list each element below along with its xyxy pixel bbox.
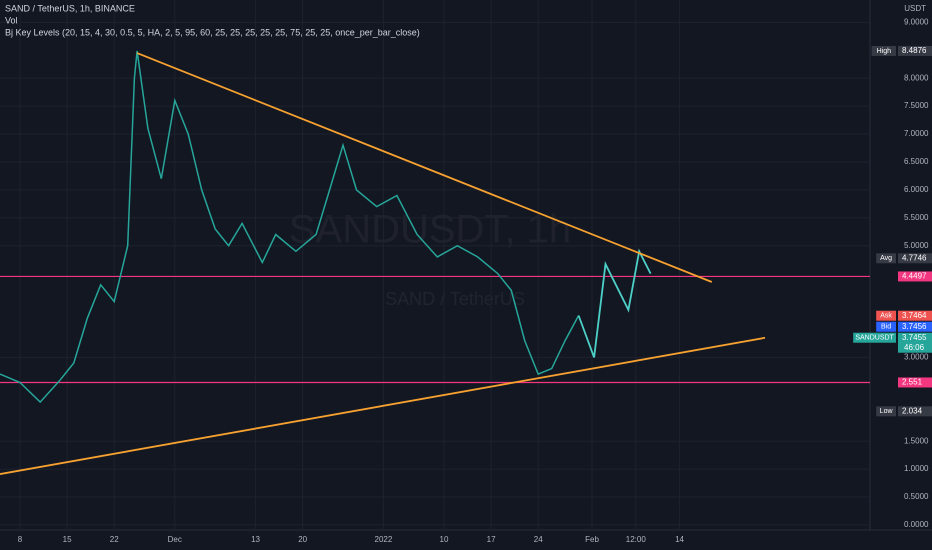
badge-name-bg (871, 45, 896, 56)
badge-value: 3.7455 (902, 333, 927, 342)
x-tick-label: Dec (168, 535, 182, 544)
badge-name: Ask (880, 313, 892, 320)
price-badge (898, 332, 932, 353)
y-tick-label: 1.5000 (904, 436, 929, 445)
x-tick-label: 20 (298, 535, 307, 544)
x-tick-label: 8 (18, 535, 23, 544)
y-tick-label: 1.0000 (904, 464, 929, 473)
badge-countdown: 46:06 (904, 343, 925, 352)
y-tick-label: 3.0000 (904, 353, 929, 362)
y-tick-label: 0.0000 (904, 520, 929, 529)
badge-value: 2.551 (902, 378, 923, 387)
projection (577, 248, 652, 358)
y-tick-label: 8.0000 (904, 73, 929, 82)
badge-name: Low (880, 408, 894, 415)
badge-value: 4.4497 (902, 272, 927, 281)
badge-value: 4.7746 (902, 253, 927, 262)
badge-name-bg (876, 310, 896, 321)
y-tick-label: 6.0000 (904, 185, 929, 194)
symbol-title: SAND / TetherUS, 1h, BINANCE (5, 3, 135, 13)
price-badge (898, 406, 932, 417)
plot (0, 0, 870, 530)
badge-value: 3.7464 (902, 311, 927, 320)
indicator-label: Bj Key Levels (20, 15, 4, 30, 0.5, 5, HA… (5, 27, 420, 37)
y-tick-label: 7.0000 (904, 129, 929, 138)
y-tick-label: 5.5000 (904, 213, 929, 222)
badge-name-bg (876, 406, 896, 417)
y-tick-label: 9.0000 (904, 17, 929, 26)
badge-name-bg (876, 321, 896, 332)
trendline (0, 336, 766, 475)
badge-name: Bid (881, 324, 891, 331)
badge-name: High (877, 48, 892, 55)
badge-name: SANDUSDT (855, 335, 894, 342)
y-tick-label: 5.0000 (904, 241, 929, 250)
trendline (136, 52, 713, 283)
x-tick-label: 13 (251, 535, 260, 544)
x-tick-label: 2022 (375, 535, 393, 544)
x-tick-label: 22 (110, 535, 119, 544)
x-tick-label: 12:00 (626, 535, 647, 544)
price-badge (898, 45, 932, 56)
currency: USDT (904, 4, 926, 13)
volume-label: Vol (5, 15, 18, 25)
x-tick-label: Feb (585, 535, 599, 544)
badge-value: 2.034 (902, 406, 923, 415)
price-line (0, 50, 580, 404)
badge-name-bg (876, 253, 896, 264)
price-badge (898, 377, 932, 388)
badge-name-bg (853, 332, 896, 343)
badge-name: Avg (880, 255, 892, 262)
y-tick-label: 0.5000 (904, 492, 929, 501)
price-badge (898, 271, 932, 282)
x-tick-label: 24 (534, 535, 543, 544)
watermark: SANDUSDT, 1h (289, 208, 571, 252)
watermark-sub: SAND / TetherUS (385, 289, 525, 309)
y-tick-label: 6.5000 (904, 157, 929, 166)
x-tick-label: 10 (440, 535, 449, 544)
price-badge (898, 321, 932, 332)
price-badge (898, 310, 932, 321)
x-tick-label: 14 (675, 535, 684, 544)
badge-value: 3.7456 (902, 322, 927, 331)
x-tick-label: 17 (487, 535, 496, 544)
price-badge (898, 253, 932, 264)
y-tick-label: 7.5000 (904, 101, 929, 110)
x-tick-label: 15 (63, 535, 72, 544)
badge-value: 8.4876 (902, 46, 927, 55)
